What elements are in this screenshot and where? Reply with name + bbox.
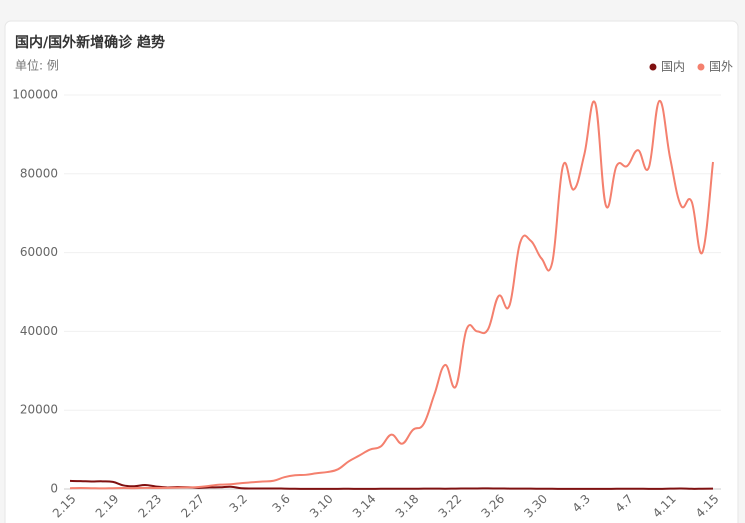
line-series — [69, 99, 714, 490]
legend-swatch — [697, 63, 705, 71]
y-tick-label: 80000 — [20, 166, 58, 180]
y-tick-label: 0 — [50, 482, 58, 496]
y-tick-label: 40000 — [20, 324, 58, 338]
y-tick-label: 100000 — [12, 88, 58, 102]
chart-subtitle: 单位: 例 — [15, 58, 59, 73]
legend-label: 国内 — [661, 60, 685, 74]
y-tick-label: 20000 — [20, 403, 58, 417]
card — [4, 20, 739, 523]
legend-swatch — [649, 63, 657, 71]
y-tick-label: 60000 — [20, 245, 58, 259]
chart-title: 国内/国外新增确诊 趋势 — [15, 34, 165, 51]
legend-label: 国外 — [709, 60, 733, 74]
